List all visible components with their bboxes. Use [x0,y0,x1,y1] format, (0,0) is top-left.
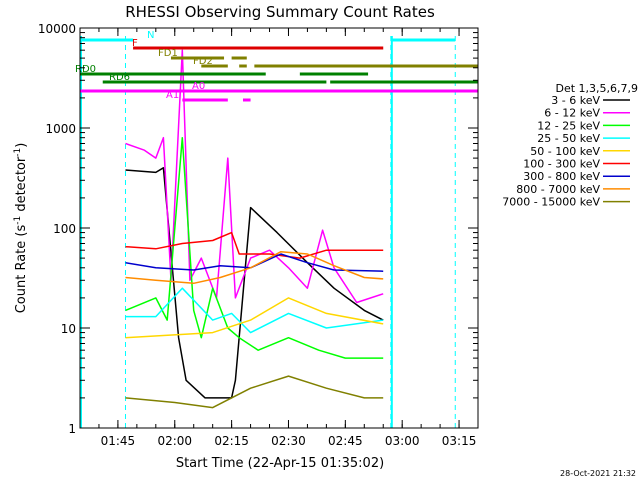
y-tick-label-3: 1000 [45,122,76,136]
legend-label-5: 100 - 300 keV [523,158,600,171]
x-tick-label-5: 03:00 [385,434,420,448]
legend-label-8: 7000 - 15000 keV [502,196,600,209]
y-axis-label-part3: ) [14,143,29,148]
flag-label-a0: A0 [192,81,205,92]
series-line-1 [125,49,384,304]
flag-label-f: F [132,38,138,49]
legend-label-7: 800 - 7000 keV [516,183,600,196]
series-line-2 [125,136,384,359]
legend-label-1: 6 - 12 keV [544,107,600,120]
y-tick-label-0: 1 [68,422,76,436]
y-axis-label-sup1: -1 [13,216,23,225]
x-axis-label: Start Time (22-Apr-15 01:35:02) [176,456,384,471]
y-axis-label-sup2: -1 [13,148,23,157]
x-tick-label-4: 02:45 [328,434,363,448]
flag-label-fd2: FD2 [193,56,213,67]
plot-frame [79,27,479,429]
flag-label-fd1: FD1 [158,48,178,59]
chart-title: RHESSI Observing Summary Count Rates [125,3,435,21]
flag-label-n: N [147,30,154,41]
legend-label-4: 50 - 100 keV [530,145,600,158]
series-line-3 [125,287,384,334]
series-line-7 [125,250,384,285]
series-line-5 [125,231,384,259]
x-tick-label-1: 02:00 [157,434,192,448]
x-tick-label-3: 02:30 [271,434,306,448]
legend-title: Det 1,3,5,6,7,9 [555,82,638,95]
x-tick-label-2: 02:15 [214,434,249,448]
plot-area: NF FD1 FD2 RD0 RD6 A0 A1 01:45 02:00 02:15 02:30 02… [38,22,479,448]
y-tick-label-4: 10000 [38,22,76,36]
y-axis-label-part2: detector [14,156,29,216]
y-tick-label-2: 100 [53,222,76,236]
legend-label-0: 3 - 6 keV [551,94,600,107]
legend-label-6: 300 - 800 keV [523,170,600,183]
flag-label-rd6: RD6 [109,72,130,83]
timestamp: 28-Oct-2021 21:32 [560,469,636,478]
flag-label-a1: A1 [166,90,179,101]
y-tick-label-1: 10 [61,322,76,336]
legend-label-2: 12 - 25 keV [537,119,600,132]
legend-label-3: 25 - 50 keV [537,132,600,145]
x-tick-label-6: 03:15 [442,434,477,448]
y-axis-label: Count Rate (s-1 detector-1) [13,143,29,314]
x-tick-label-0: 01:45 [101,434,136,448]
series-line-8 [125,375,384,409]
series-line-4 [125,297,384,339]
flag-label-rd0: RD0 [75,64,96,75]
y-axis-label-part1: Count Rate (s [14,225,29,314]
